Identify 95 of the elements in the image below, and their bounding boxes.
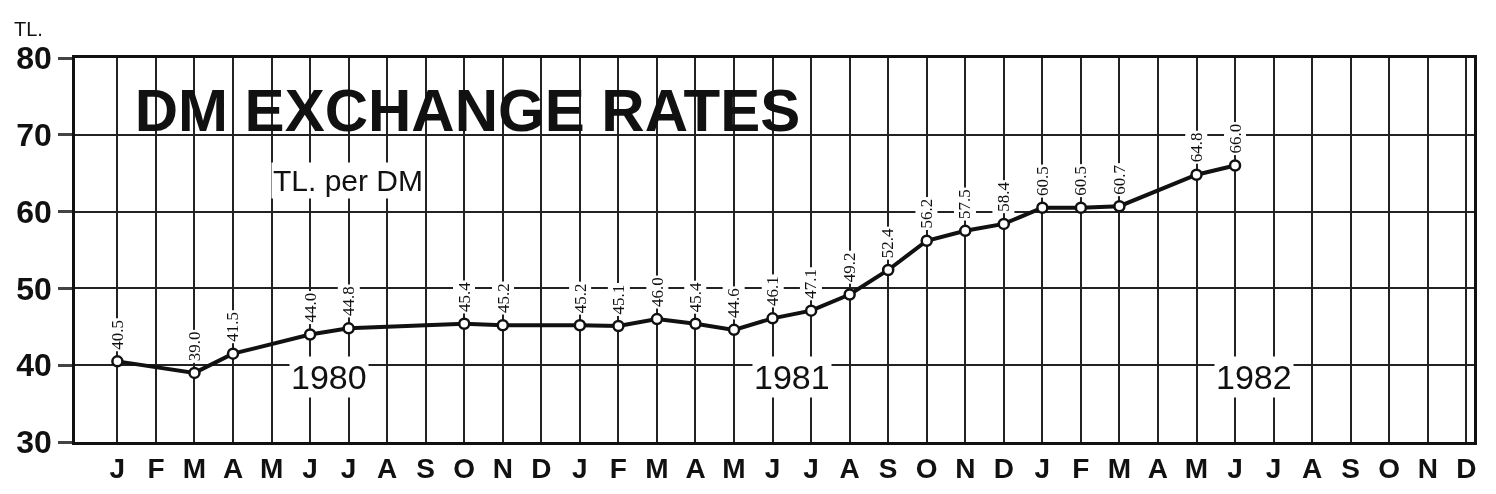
data-label: 45.4 (454, 281, 474, 312)
x-tick-label: S (1341, 453, 1361, 485)
point (458, 317, 471, 330)
point (727, 323, 741, 337)
point (881, 263, 895, 277)
y-tick-label: 40 (16, 347, 52, 384)
x-tick-label: A (377, 453, 398, 485)
x-tick-label: J (340, 453, 357, 485)
point (650, 312, 664, 326)
x-tick-label: M (722, 453, 746, 485)
point (573, 319, 587, 332)
x-tick-label: S (416, 453, 436, 485)
x-tick-label: J (1034, 453, 1051, 485)
point (920, 234, 933, 248)
data-label: 60.5 (1071, 165, 1091, 196)
data-label: 66.0 (1225, 123, 1245, 154)
x-tick-label: F (609, 453, 627, 485)
x-tick-label: M (182, 453, 207, 485)
point (689, 317, 702, 330)
point (226, 347, 240, 360)
data-label: 47.1 (801, 269, 821, 299)
point (1190, 168, 1203, 181)
x-tick-label: N (492, 453, 513, 485)
point (766, 312, 779, 325)
x-tick-label: A (839, 453, 860, 485)
x-tick-label: M (1107, 453, 1132, 485)
point (1228, 159, 1242, 172)
point (804, 304, 818, 317)
data-label: 52.4 (878, 227, 898, 259)
point (1113, 199, 1126, 213)
point (111, 355, 124, 368)
point (496, 319, 510, 332)
x-tick-label: M (645, 453, 669, 485)
data-label: 39.0 (184, 331, 204, 362)
y-tick-label: 50 (16, 270, 52, 307)
x-tick-label: J (1265, 453, 1282, 485)
data-label: 60.5 (1032, 166, 1052, 197)
data-label: 46.0 (647, 277, 667, 308)
x-tick-label: J (1227, 453, 1243, 485)
y-tick-label: 80 (16, 40, 52, 77)
data-label: 40.5 (108, 320, 128, 350)
x-tick-label: D (993, 453, 1014, 485)
data-label: 44.8 (339, 286, 359, 316)
point (188, 366, 201, 380)
data-label: 46.1 (763, 276, 783, 306)
data-label: 44.0 (300, 292, 320, 323)
annotation: 1980 (291, 358, 367, 396)
x-tick-label: J (572, 453, 588, 485)
data-label: 57.5 (955, 189, 975, 220)
point (843, 288, 856, 301)
data-label: 45.2 (570, 283, 590, 314)
x-tick-label: A (1147, 453, 1169, 485)
point (1036, 201, 1049, 215)
x-tick-label: A (222, 453, 244, 485)
data-label: 44.6 (724, 288, 744, 318)
point (303, 328, 317, 341)
y-axis-title: TL. (14, 18, 43, 40)
data-label: 49.2 (840, 252, 860, 283)
y-tick-label: 60 (16, 193, 52, 230)
x-tick-label: J (109, 453, 126, 485)
y-tick-label: 30 (16, 424, 52, 461)
point (342, 322, 355, 335)
data-label: 56.2 (916, 198, 936, 229)
data-label: 45.1 (609, 284, 629, 315)
data-label: 45.2 (493, 283, 513, 314)
data-label: 60.7 (1110, 164, 1130, 195)
x-tick-label: N (1417, 453, 1438, 485)
x-tick-label: M (1184, 453, 1209, 485)
annotation: 1982 (1216, 358, 1292, 396)
x-tick-label: D (1456, 453, 1477, 485)
data-label: 45.4 (685, 281, 705, 313)
x-tick-label: D (531, 453, 552, 485)
point (959, 224, 972, 238)
point (1074, 201, 1088, 215)
x-tick-label: O (915, 453, 938, 485)
x-tick-label: A (685, 453, 706, 485)
annotation: 1981 (754, 358, 830, 396)
data-label: 58.4 (993, 181, 1013, 212)
x-tick-label: N (955, 453, 976, 485)
x-tick-label: S (878, 453, 898, 485)
point (612, 319, 625, 333)
point (997, 217, 1011, 231)
x-tick-label: M (259, 453, 284, 485)
x-tick-label: O (453, 453, 476, 485)
data-label: 64.8 (1186, 132, 1206, 163)
text: TL. per DM (273, 164, 424, 197)
x-tick-label: J (803, 453, 819, 485)
x-tick-label: A (1302, 453, 1323, 485)
x-tick-label: O (1378, 453, 1401, 485)
x-tick-label: F (147, 453, 165, 485)
x-tick-label: J (764, 453, 781, 485)
y-tick-label: 70 (16, 117, 52, 153)
data-label: 41.5 (223, 311, 243, 342)
x-tick-label: J (302, 453, 318, 485)
x-tick-label: F (1072, 453, 1090, 485)
